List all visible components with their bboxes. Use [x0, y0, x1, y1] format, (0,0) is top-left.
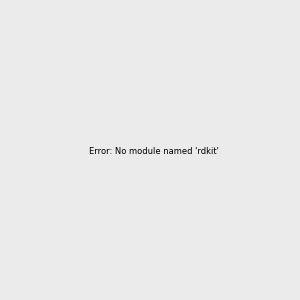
Text: Error: No module named 'rdkit': Error: No module named 'rdkit': [89, 147, 219, 156]
